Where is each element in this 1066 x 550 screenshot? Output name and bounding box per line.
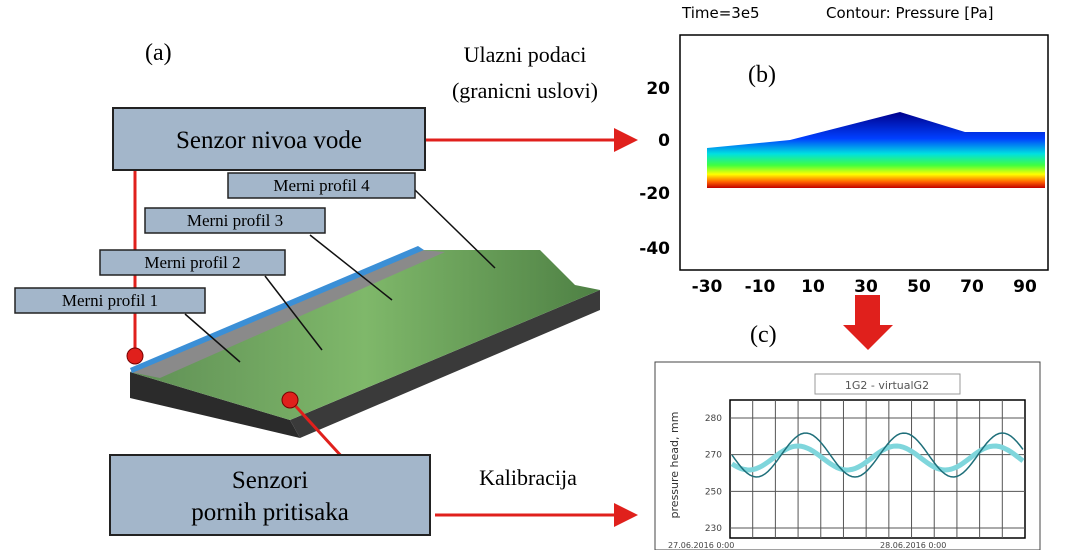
profile-label: Merni profil 2 bbox=[144, 253, 240, 272]
y-tick-label: 230 bbox=[705, 524, 722, 534]
x-tick-label: 90 bbox=[1013, 277, 1037, 297]
panel-label: (a) bbox=[145, 40, 172, 66]
time-label: Time=3e5 bbox=[681, 4, 760, 22]
x-tick-label: -10 bbox=[745, 277, 776, 297]
pore-sensor-label: Senzori bbox=[232, 467, 308, 494]
legend-entry: 1G2 - virtualG2 bbox=[845, 379, 929, 392]
x-tick-label: 30 bbox=[854, 277, 878, 297]
plot-area bbox=[730, 400, 1025, 538]
input-label: (granicni uslovi) bbox=[452, 78, 598, 103]
x-tick-label: 70 bbox=[960, 277, 984, 297]
panel-label: (b) bbox=[748, 62, 776, 88]
panel-label: (c) bbox=[750, 322, 777, 348]
profile-label: Merni profil 4 bbox=[273, 176, 370, 195]
y-axis-label: pressure head, mm bbox=[668, 412, 681, 519]
x-tick-label: 28.06.2016 0:00 bbox=[880, 541, 946, 550]
y-tick-label: 250 bbox=[705, 487, 722, 497]
calibration-label: Kalibracija bbox=[479, 465, 577, 490]
input-label: Ulazni podaci bbox=[464, 42, 587, 67]
x-tick-label: 50 bbox=[907, 277, 931, 297]
profile-label: Merni profil 3 bbox=[187, 211, 283, 230]
y-tick-label: 280 bbox=[705, 414, 722, 424]
x-tick-label: 27.06.2016 0:00 bbox=[668, 541, 734, 550]
x-tick-label: 10 bbox=[801, 277, 825, 297]
y-tick-label: 270 bbox=[705, 451, 722, 461]
x-tick-label: -30 bbox=[692, 277, 723, 297]
figure: (a) Ulazni podaci (granicni uslovi) Senz… bbox=[0, 0, 1066, 550]
contour-label: Contour: Pressure [Pa] bbox=[826, 4, 994, 22]
water-sensor-label: Senzor nivoa vode bbox=[176, 127, 362, 154]
y-tick-label: -20 bbox=[639, 184, 670, 204]
sensor-dot bbox=[127, 348, 143, 364]
profile-label: Merni profil 1 bbox=[62, 291, 158, 310]
pore-sensor-label: pornih pritisaka bbox=[191, 499, 349, 526]
y-tick-label: 20 bbox=[646, 79, 670, 99]
sensor-dot bbox=[282, 392, 298, 408]
y-tick-label: -40 bbox=[639, 239, 670, 259]
y-tick-label: 0 bbox=[658, 131, 670, 151]
